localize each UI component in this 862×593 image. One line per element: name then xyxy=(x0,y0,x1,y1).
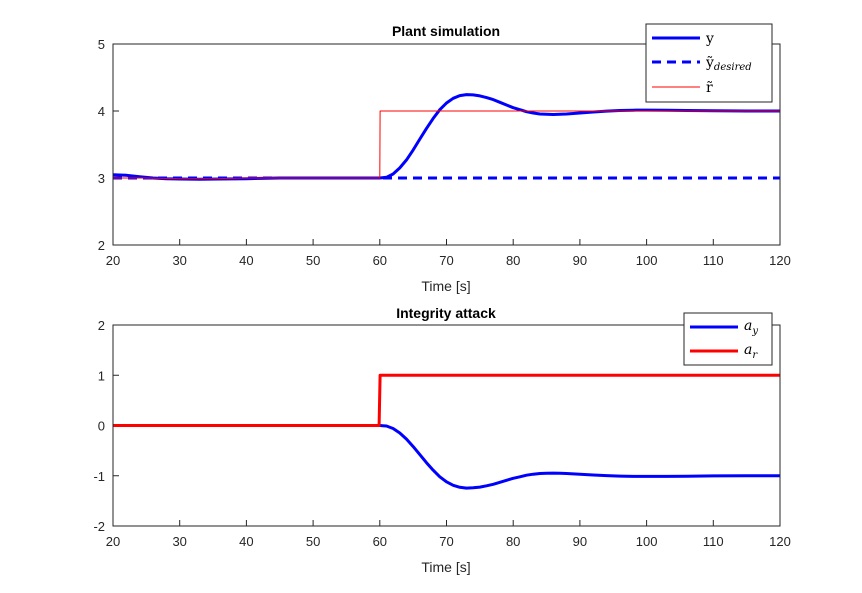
x-tick-label: 110 xyxy=(703,253,724,268)
plot-lines xyxy=(112,93,780,181)
x-tick-label: 50 xyxy=(306,253,320,268)
legend-label-a-r: ar xyxy=(744,342,758,361)
x-axis-label: Time [s] xyxy=(421,278,470,294)
x-tick-label: 30 xyxy=(172,253,186,268)
y-tick-label: 5 xyxy=(98,37,105,52)
chart-title: Plant simulation xyxy=(392,23,500,39)
series-line-a-r xyxy=(113,373,780,427)
x-tick-label: 80 xyxy=(506,253,520,268)
x-tick-label: 90 xyxy=(573,253,587,268)
legend-box xyxy=(683,312,773,366)
legend-label-y-desired: ỹdesired xyxy=(705,55,752,73)
x-tick-label: 100 xyxy=(636,253,658,268)
legend-label-y: y xyxy=(705,31,714,47)
legend: ay ar xyxy=(683,312,773,366)
x-tick-label: 20 xyxy=(106,534,120,549)
legend: y ỹdesired r̃ xyxy=(645,23,773,103)
x-tick-label: 70 xyxy=(439,534,453,549)
plot-lines xyxy=(113,373,780,490)
legend-label-r: r̃ xyxy=(706,80,713,96)
x-tick-label: 90 xyxy=(573,534,587,549)
x-tick-label: 50 xyxy=(306,534,320,549)
axes-box xyxy=(112,324,781,527)
series-line-a-y xyxy=(113,424,780,490)
y-tick-label: 2 xyxy=(98,238,105,253)
y-tick-label: 2 xyxy=(98,318,105,333)
y-tick-label: 0 xyxy=(98,419,105,434)
x-tick-label: 40 xyxy=(239,534,253,549)
y-tick-label: -2 xyxy=(93,519,105,534)
y-tick-label: 3 xyxy=(98,171,105,186)
x-tick-label: 60 xyxy=(373,253,387,268)
x-tick-label: 20 xyxy=(106,253,120,268)
y-tick-label: 1 xyxy=(98,368,105,383)
axes-integrity-attack: Integrity attack -2 -1 0 1 2 20 30 40 50 60 70 80 9… xyxy=(93,305,790,575)
x-tick-label: 110 xyxy=(703,534,724,549)
x-axis-ticks: 20 30 40 50 60 70 80 90 100 110 120 xyxy=(106,520,791,549)
x-axis-label: Time [s] xyxy=(421,559,470,575)
y-tick-label: -1 xyxy=(93,469,105,484)
x-tick-label: 120 xyxy=(769,253,791,268)
axes-plant-simulation: Plant simulation 2 3 4 5 20 30 40 50 60 70 80 90 10… xyxy=(98,23,791,294)
x-tick-label: 120 xyxy=(769,534,791,549)
x-tick-label: 80 xyxy=(506,534,520,549)
x-tick-label: 30 xyxy=(172,534,186,549)
series-line-r xyxy=(113,110,780,180)
x-tick-label: 40 xyxy=(239,253,253,268)
chart-title: Integrity attack xyxy=(396,305,496,321)
legend-label-a-y: ay xyxy=(744,318,758,337)
x-axis-ticks: 20 30 40 50 60 70 80 90 100 110 120 xyxy=(106,239,791,268)
x-tick-label: 70 xyxy=(439,253,453,268)
axes-box xyxy=(112,43,781,246)
x-tick-label: 60 xyxy=(373,534,387,549)
x-tick-label: 100 xyxy=(636,534,658,549)
y-tick-label: 4 xyxy=(98,104,105,119)
